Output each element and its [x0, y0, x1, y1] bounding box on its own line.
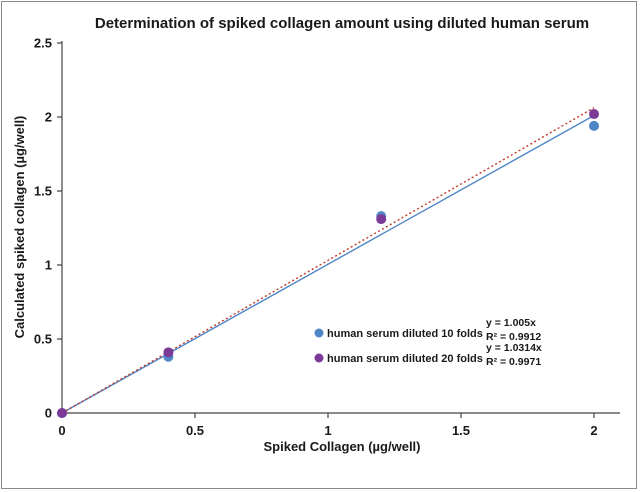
x-tick-label: 0 — [58, 423, 65, 438]
data-point-series-2 — [376, 214, 387, 225]
x-ticks: 0 0.5 1 1.5 2 — [58, 413, 598, 438]
y-ticks: 0 0.5 1 1.5 2 2.5 — [34, 36, 62, 421]
trendlines — [61, 107, 595, 414]
data-point-series-2 — [589, 109, 599, 120]
x-tick-label: 2 — [590, 423, 597, 438]
y-tick-label: 2.5 — [34, 36, 52, 51]
y-axis-label: Calculated spiked collagen (µg/well) — [12, 116, 27, 339]
x-axis-label: Spiked Collagen (µg/well) — [263, 439, 420, 454]
data-point-series-1 — [589, 120, 599, 131]
data-point-series-2 — [163, 347, 174, 358]
data-points — [57, 109, 599, 418]
y-tick-label: 1 — [45, 258, 52, 273]
data-point-series-2 — [57, 408, 67, 418]
trendline-equation-series-1: y = 1.005x — [486, 317, 536, 329]
x-tick-label: 1.5 — [452, 423, 470, 438]
trendline-r2-series-2: R² = 0.9971 — [486, 356, 541, 368]
y-tick-label: 0 — [45, 406, 52, 421]
chart-title: Determination of spiked collagen amount … — [95, 15, 589, 32]
x-tick-label: 0.5 — [186, 423, 204, 438]
x-tick-label: 1 — [324, 423, 331, 438]
legend-marker-series-2 — [314, 353, 324, 363]
trendline-r2-series-1: R² = 0.9912 — [486, 331, 541, 343]
y-tick-label: 1.5 — [34, 184, 52, 199]
legend-label-series-2: human serum diluted 20 folds — [327, 353, 483, 365]
trendline-series-1 — [61, 114, 595, 414]
y-tick-label: 0.5 — [34, 332, 52, 347]
legend-marker-series-1 — [314, 328, 324, 338]
trendline-series-2 — [61, 107, 595, 414]
trendline-equation-series-2: y = 1.0314x — [486, 342, 542, 354]
y-tick-label: 2 — [45, 110, 52, 125]
legend-label-series-1: human serum diluted 10 folds — [327, 328, 483, 340]
